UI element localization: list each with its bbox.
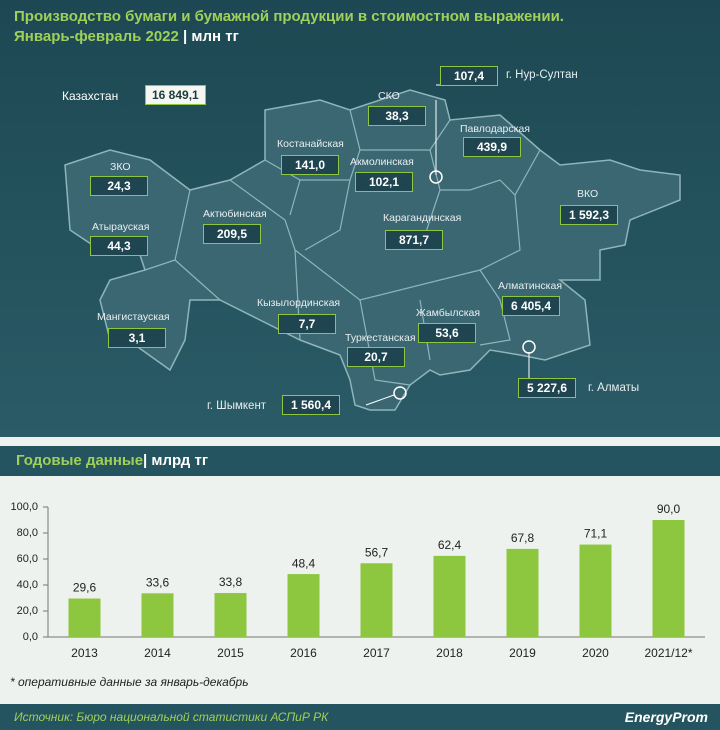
region-name: ВКО [577, 188, 599, 200]
region-value: 107,4 [440, 66, 498, 86]
bar [433, 555, 466, 637]
region-name: Туркестанская [345, 332, 416, 344]
footer: Источник: Бюро национальной статистики А… [0, 704, 720, 730]
value-label: 48,4 [292, 556, 316, 570]
unit: | млн тг [183, 28, 239, 45]
unit-text: млн тг [191, 28, 239, 45]
leader [365, 394, 395, 406]
y-tick-label: 60,0 [17, 553, 38, 565]
region-borders [144, 109, 541, 386]
x-tick-label: 2015 [217, 646, 244, 660]
region-name: Казахстан [62, 89, 119, 103]
region-value: 20,7 [347, 347, 405, 367]
note: * оперативные данные за январь-декабрь [10, 675, 249, 689]
region-name: г. Шымкент [207, 400, 267, 412]
region-value: 44,3 [90, 236, 148, 256]
region-value: 6 405,4 [502, 296, 560, 316]
y-tick-label: 40,0 [17, 579, 38, 591]
x-tick-label: 2019 [509, 646, 536, 660]
bar-chart: 0,0 20,0 40,0 60,0 80,0 100,0 2013 29,6 2014 33,6… [10, 501, 705, 660]
bar [214, 593, 247, 637]
region-value: 38,3 [368, 106, 426, 126]
x-tick-label: 2018 [436, 646, 463, 660]
region-value: 209,5 [203, 224, 261, 244]
value-label: 67,8 [511, 531, 535, 545]
x-tick-label: 2020 [582, 646, 609, 660]
x-tick-label: 2013 [71, 646, 98, 660]
period: Январь-февраль 2022 [14, 28, 179, 45]
region-name: Актюбинская [203, 208, 267, 220]
value-label: 90,0 [657, 502, 681, 516]
bar [579, 544, 612, 637]
region-value: 1 560,4 [282, 395, 340, 415]
region-name: г. Алматы [588, 382, 640, 394]
section-unit: | млрд тг [143, 452, 209, 469]
region-value: 1 592,3 [560, 205, 618, 225]
y-tick-label: 80,0 [17, 527, 38, 539]
value-label: 56,7 [365, 545, 389, 559]
map [64, 84, 681, 411]
country-outline [64, 89, 681, 411]
region-value: 439,9 [463, 137, 521, 157]
section-title: Годовые данные [16, 452, 144, 469]
x-tick-label: 2017 [363, 646, 390, 660]
bar [360, 563, 393, 637]
value-label: 29,6 [73, 581, 97, 595]
region-value: 24,3 [90, 176, 148, 196]
value-label: 62,4 [438, 538, 462, 552]
map-panel: Производство бумаги и бумажной продукции… [0, 0, 720, 437]
region-value: 5 227,6 [518, 378, 576, 398]
region-value: 16 849,1 [145, 85, 206, 105]
value-label: 33,6 [146, 575, 170, 589]
region-name: Павлодарская [460, 123, 530, 135]
value-label: 33,8 [219, 575, 243, 589]
city-marker [429, 170, 443, 184]
region-name: Кызылординская [257, 297, 341, 309]
region-name: Жамбылская [416, 307, 481, 319]
bar [287, 574, 320, 637]
source: Источник: Бюро национальной статистики А… [14, 710, 329, 724]
bar [141, 593, 174, 637]
region-value: 871,7 [385, 230, 443, 250]
bar [652, 520, 685, 637]
region-name: Акмолинская [350, 156, 414, 168]
region-name: СКО [378, 90, 400, 102]
region-name: Мангистауская [97, 311, 170, 323]
region-name: Костанайская [277, 138, 344, 150]
region-value: 3,1 [108, 328, 166, 348]
y-tick-label: 20,0 [17, 605, 38, 617]
y-tick-label: 0,0 [23, 631, 38, 643]
y-tick-label: 100,0 [10, 501, 38, 513]
region-name: Атырауская [92, 221, 150, 233]
section-unit-text: млрд тг [151, 452, 209, 469]
region-value: 102,1 [355, 172, 413, 192]
region-value: 141,0 [281, 155, 339, 175]
region-name: г. Нур-Султан [506, 69, 578, 81]
region-value: 7,7 [278, 314, 336, 334]
bar [506, 548, 539, 637]
region-name: ЗКО [110, 161, 131, 173]
bar [68, 598, 101, 637]
city-marker [522, 340, 536, 354]
x-tick-label: 2016 [290, 646, 317, 660]
city-marker [393, 386, 407, 400]
region-value: 53,6 [418, 323, 476, 343]
value-label: 71,1 [584, 527, 608, 541]
x-tick-label: 2014 [144, 646, 171, 660]
x-tick-label: 2021/12* [644, 646, 692, 660]
logo: EnergyProm [624, 709, 708, 725]
region-name: Карагандинская [383, 212, 462, 224]
title: Производство бумаги и бумажной продукции… [14, 8, 564, 25]
region-name: Алматинская [498, 280, 563, 292]
section-header: Годовые данные | млрд тг [0, 446, 720, 476]
